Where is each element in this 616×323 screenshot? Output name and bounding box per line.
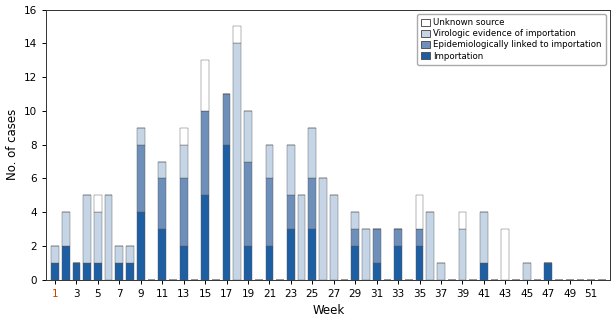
- Bar: [201, 111, 209, 195]
- Bar: [351, 229, 359, 246]
- Bar: [158, 229, 166, 280]
- Bar: [126, 246, 134, 263]
- Bar: [180, 128, 187, 145]
- X-axis label: Week: Week: [312, 305, 344, 318]
- Bar: [330, 195, 338, 280]
- Bar: [480, 263, 488, 280]
- Bar: [51, 246, 59, 263]
- Bar: [62, 246, 70, 280]
- Bar: [373, 229, 381, 263]
- Legend: Unknown source, Virologic evidence of importation, Epidemiologically linked to i: Unknown source, Virologic evidence of im…: [417, 14, 606, 65]
- Bar: [222, 94, 230, 145]
- Bar: [458, 229, 466, 280]
- Bar: [51, 263, 59, 280]
- Bar: [201, 195, 209, 280]
- Bar: [319, 179, 327, 280]
- Bar: [394, 229, 402, 246]
- Bar: [94, 195, 102, 212]
- Bar: [244, 111, 252, 162]
- Bar: [416, 195, 423, 229]
- Bar: [351, 246, 359, 280]
- Bar: [180, 246, 187, 280]
- Bar: [180, 179, 187, 246]
- Bar: [373, 263, 381, 280]
- Y-axis label: No. of cases: No. of cases: [6, 109, 18, 180]
- Bar: [265, 145, 274, 179]
- Bar: [265, 246, 274, 280]
- Bar: [287, 145, 294, 195]
- Bar: [287, 229, 294, 280]
- Bar: [309, 229, 316, 280]
- Bar: [480, 212, 488, 263]
- Bar: [83, 263, 91, 280]
- Bar: [233, 43, 241, 280]
- Bar: [233, 26, 241, 43]
- Bar: [115, 246, 123, 263]
- Bar: [265, 179, 274, 246]
- Bar: [523, 263, 530, 280]
- Bar: [298, 195, 306, 280]
- Bar: [244, 162, 252, 246]
- Bar: [458, 212, 466, 229]
- Bar: [126, 263, 134, 280]
- Bar: [73, 263, 80, 280]
- Bar: [115, 263, 123, 280]
- Bar: [309, 128, 316, 179]
- Bar: [83, 195, 91, 263]
- Bar: [244, 246, 252, 280]
- Bar: [501, 229, 509, 280]
- Bar: [137, 145, 145, 212]
- Bar: [62, 212, 70, 246]
- Bar: [416, 229, 423, 246]
- Bar: [137, 212, 145, 280]
- Bar: [287, 195, 294, 229]
- Bar: [437, 263, 445, 280]
- Bar: [545, 263, 552, 280]
- Bar: [94, 212, 102, 263]
- Bar: [426, 212, 434, 280]
- Bar: [416, 246, 423, 280]
- Bar: [158, 179, 166, 229]
- Bar: [158, 162, 166, 179]
- Bar: [222, 145, 230, 280]
- Bar: [362, 229, 370, 280]
- Bar: [351, 212, 359, 229]
- Bar: [180, 145, 187, 179]
- Bar: [94, 263, 102, 280]
- Bar: [201, 60, 209, 111]
- Bar: [105, 195, 113, 280]
- Bar: [394, 246, 402, 280]
- Bar: [137, 128, 145, 145]
- Bar: [309, 179, 316, 229]
